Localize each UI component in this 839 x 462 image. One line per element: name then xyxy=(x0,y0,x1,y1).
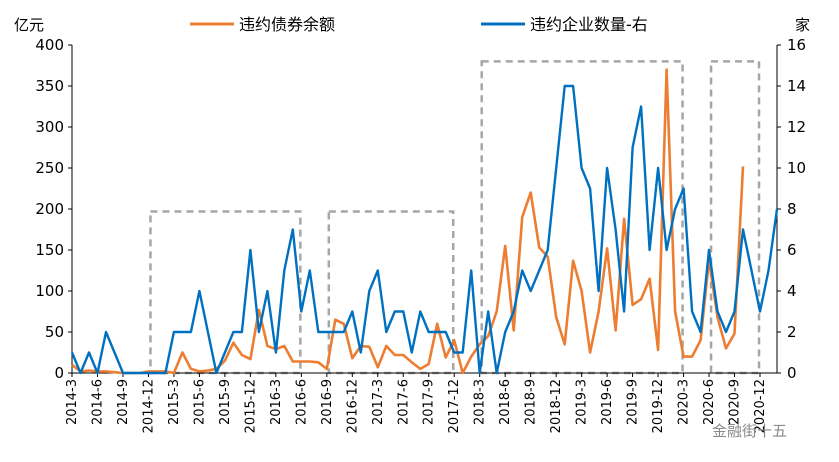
x-tick-label: 2015-9 xyxy=(218,379,233,425)
right-tick-label: 12 xyxy=(787,118,806,136)
x-tick-label: 2019-9 xyxy=(626,379,641,425)
left-tick-label: 250 xyxy=(35,159,64,177)
x-tick-label: 2018-12 xyxy=(549,379,564,433)
left-tick-label: 200 xyxy=(35,200,64,218)
x-tick-label: 2018-3 xyxy=(473,379,488,425)
x-tick-label: 2014-9 xyxy=(116,379,131,425)
x-tick-label: 2017-3 xyxy=(371,379,386,425)
x-tick-label: 2015-3 xyxy=(167,379,182,425)
x-tick-label: 2014-12 xyxy=(141,379,156,433)
series-line-bonds xyxy=(71,68,745,375)
x-tick-label: 2020-6 xyxy=(702,379,717,425)
right-tick-label: 16 xyxy=(787,36,806,54)
x-tick-label: 2017-9 xyxy=(422,379,437,425)
x-tick-label: 2015-12 xyxy=(243,379,258,433)
x-tick-label: 2016-3 xyxy=(269,379,284,425)
x-tick-label: 2020-3 xyxy=(677,379,692,425)
left-axis-unit: 亿元 xyxy=(14,16,44,34)
right-tick-label: 4 xyxy=(787,282,797,300)
left-tick-label: 150 xyxy=(35,241,64,259)
x-tick-label: 2016-12 xyxy=(345,379,360,433)
x-tick-label: 2017-6 xyxy=(396,379,411,425)
x-tick-label: 2019-3 xyxy=(575,379,590,425)
x-tick-label: 2015-6 xyxy=(192,379,207,425)
right-tick-label: 2 xyxy=(787,323,797,341)
x-tick-label: 2020-12 xyxy=(753,379,768,433)
legend-label-companies: 违约企业数量-右 xyxy=(530,15,648,34)
left-tick-label: 300 xyxy=(35,118,64,136)
x-tick-label: 2019-6 xyxy=(600,379,615,425)
x-tick-label: 2014-6 xyxy=(90,379,105,425)
series xyxy=(70,68,779,375)
x-tick-label: 2014-3 xyxy=(65,379,80,425)
right-tick-label: 0 xyxy=(787,364,797,382)
series-line-companies xyxy=(70,84,779,375)
right-axis-unit: 家 xyxy=(795,16,810,34)
x-tick-label: 2018-9 xyxy=(524,379,539,425)
x-tick-label: 2018-6 xyxy=(498,379,513,425)
x-tick-label: 2019-12 xyxy=(651,379,666,433)
right-tick-label: 6 xyxy=(787,241,797,259)
left-tick-label: 0 xyxy=(54,364,64,382)
left-tick-label: 350 xyxy=(35,77,64,95)
x-tick-label: 2016-6 xyxy=(294,379,309,425)
highlight-box xyxy=(327,210,455,375)
axes: 0 50 100 150 200 250 300 350 400 0 2 4 6 8 10 12 14 16 201… xyxy=(35,36,806,433)
watermark: 金融街十五 xyxy=(712,422,787,440)
legend-label-bonds: 违约债券余额 xyxy=(239,15,335,34)
left-tick-label: 100 xyxy=(35,282,64,300)
left-tick-label: 50 xyxy=(45,323,64,341)
right-tick-label: 8 xyxy=(787,200,797,218)
x-tick-label: 2017-12 xyxy=(447,379,462,433)
right-tick-label: 10 xyxy=(787,159,806,177)
x-tick-label: 2016-9 xyxy=(320,379,335,425)
x-tick-label: 2020-9 xyxy=(728,379,743,425)
legend: 违约债券余额 违约企业数量-右 xyxy=(190,15,648,34)
left-tick-label: 400 xyxy=(35,36,64,54)
right-tick-label: 14 xyxy=(787,77,806,95)
